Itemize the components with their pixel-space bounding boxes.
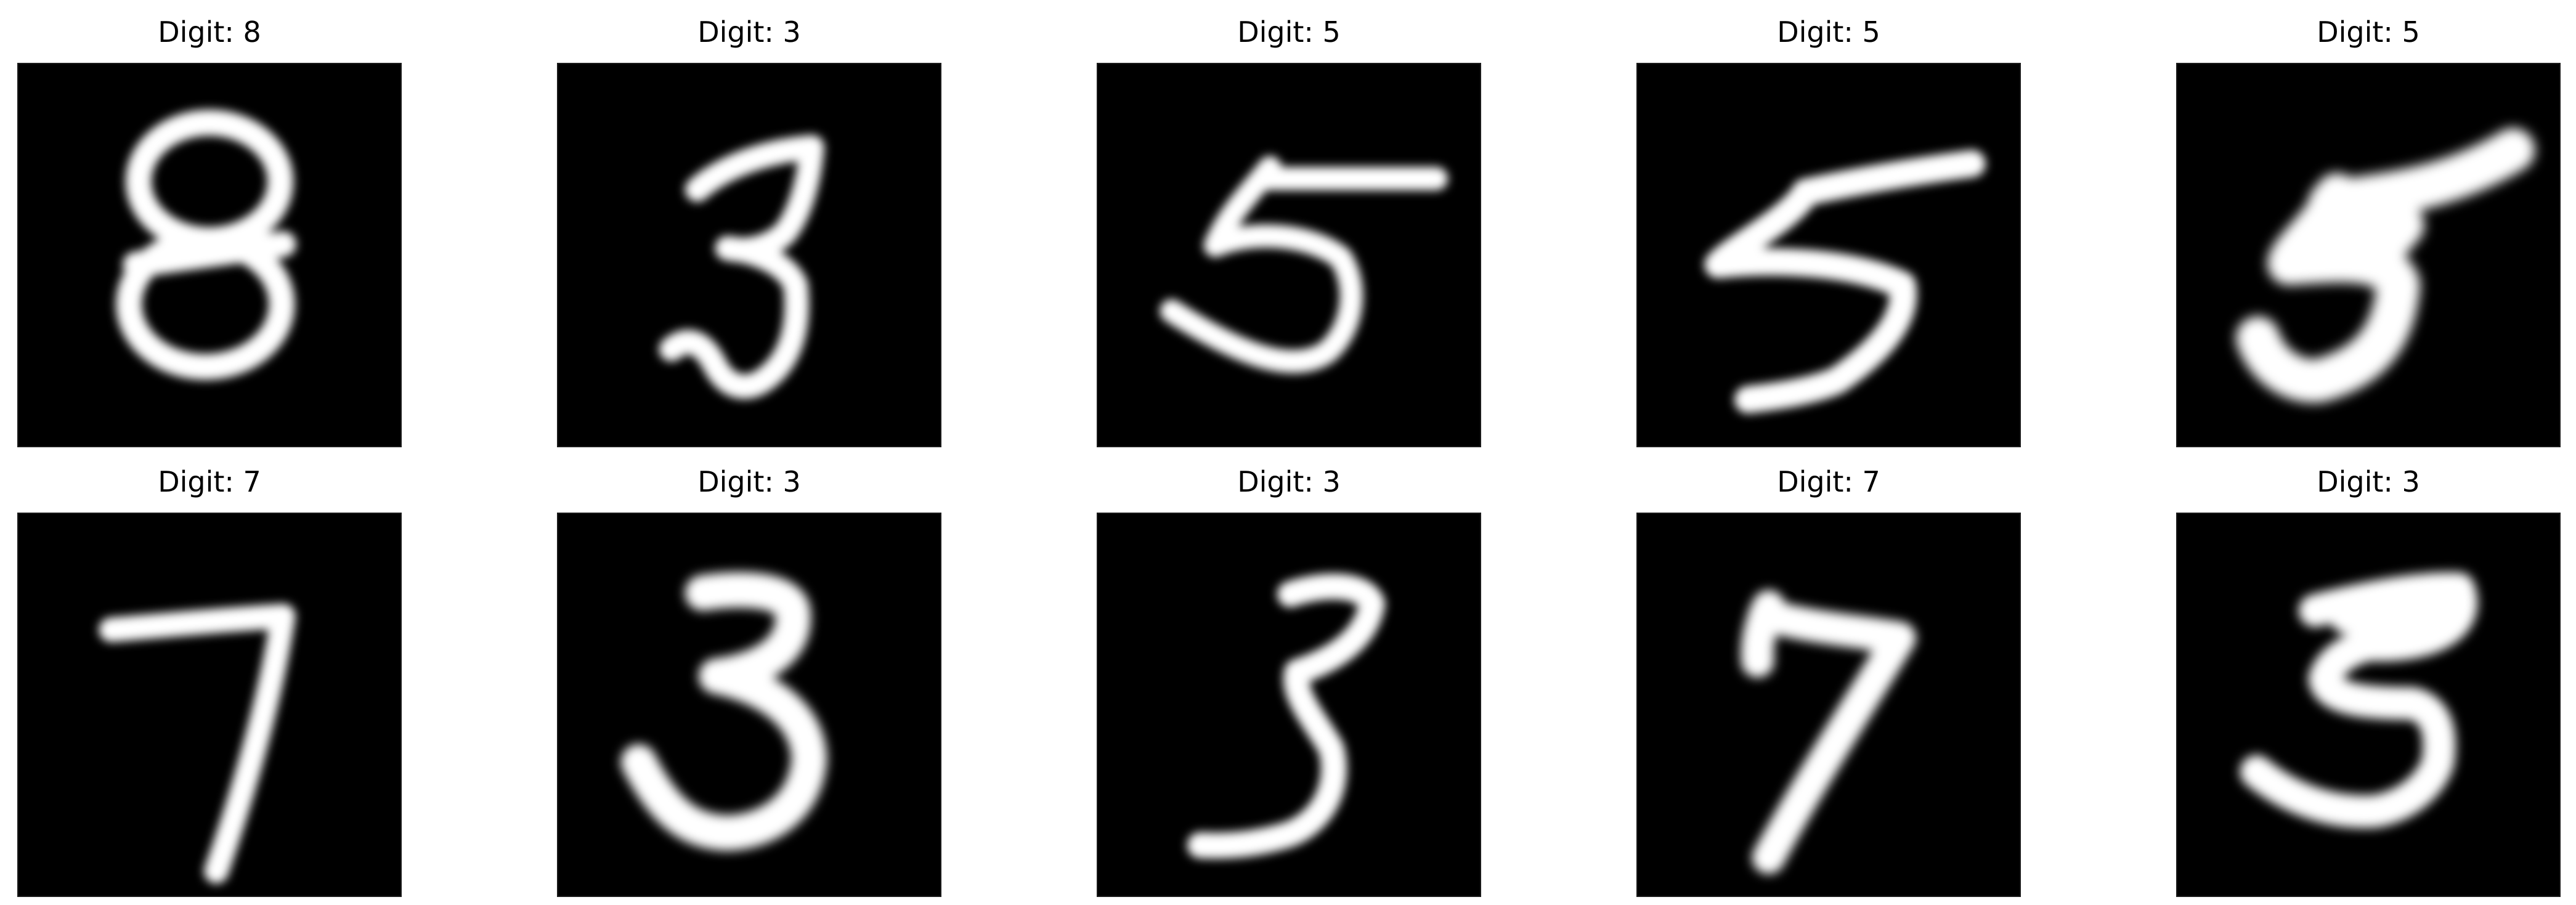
handwritten-digit-5-image: [1097, 63, 1481, 447]
panel-title: Digit: 3: [697, 15, 801, 49]
handwritten-digit-7-image: [1636, 513, 2021, 897]
handwritten-digit-3-image: [557, 513, 941, 897]
panel-title: Digit: 3: [1237, 465, 1341, 498]
handwritten-digit-3-image: [1097, 513, 1481, 897]
panel-title: Digit: 7: [1777, 465, 1880, 498]
panel-title: Digit: 7: [158, 465, 261, 498]
handwritten-digit-8-image: [17, 63, 402, 447]
handwritten-digit-7-image: [17, 513, 402, 897]
handwritten-digit-3-image: [2176, 513, 2561, 897]
panel-title: Digit: 3: [2317, 465, 2420, 498]
panel-title: Digit: 5: [2317, 15, 2420, 49]
panel-title: Digit: 3: [697, 465, 801, 498]
handwritten-digit-5-image: [2176, 63, 2561, 447]
handwritten-digit-3-image: [557, 63, 941, 447]
panel-title: Digit: 8: [158, 15, 261, 49]
handwritten-digit-5-image: [1636, 63, 2021, 447]
panel-title: Digit: 5: [1237, 15, 1341, 49]
panel-title: Digit: 5: [1777, 15, 1880, 49]
